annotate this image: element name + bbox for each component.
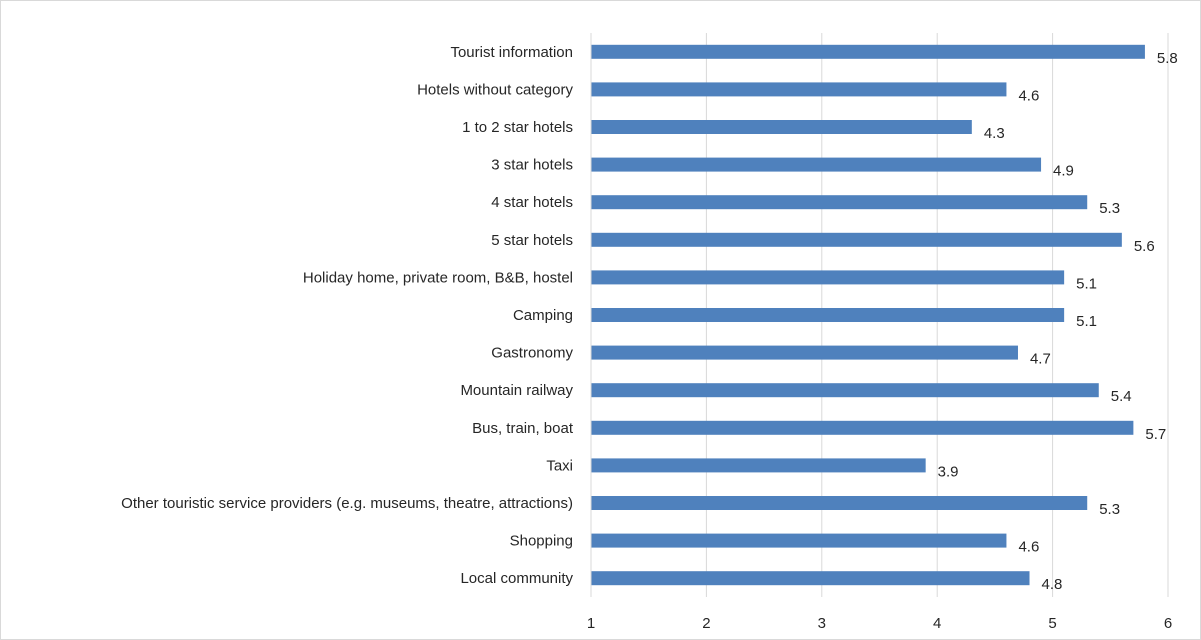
bar [591, 345, 1018, 360]
x-tick-label: 2 [702, 615, 710, 632]
data-label: 4.6 [1018, 87, 1039, 104]
data-label: 5.3 [1099, 200, 1120, 217]
data-label: 4.3 [984, 125, 1005, 142]
bar [591, 120, 972, 134]
data-label: 5.4 [1111, 388, 1132, 405]
category-label: Bus, train, boat [472, 420, 574, 437]
data-label: 4.9 [1053, 163, 1074, 180]
data-label: 5.1 [1076, 275, 1097, 292]
bar [591, 195, 1088, 210]
bar [591, 496, 1088, 510]
bar [591, 44, 1145, 59]
bar [591, 270, 1065, 285]
category-label: Shopping [510, 533, 573, 550]
data-label: 5.1 [1076, 313, 1097, 330]
data-label: 5.8 [1157, 50, 1178, 67]
data-label: 4.6 [1018, 539, 1039, 556]
data-label: 5.6 [1134, 238, 1155, 255]
category-label: Other touristic service providers (e.g. … [121, 495, 573, 512]
bar [591, 232, 1122, 247]
category-label: 4 star hotels [491, 194, 573, 211]
category-label: 5 star hotels [491, 232, 573, 249]
data-label: 5.3 [1099, 501, 1120, 518]
data-label: 5.7 [1145, 426, 1166, 443]
bar [591, 420, 1134, 435]
bar [591, 458, 926, 473]
x-tick-label: 3 [818, 615, 826, 632]
bar [591, 533, 1007, 548]
data-label: 4.7 [1030, 351, 1051, 368]
category-label: Taxi [546, 457, 573, 474]
data-label: 4.8 [1042, 576, 1063, 593]
category-label: 1 to 2 star hotels [462, 119, 573, 136]
bar [591, 308, 1065, 322]
bar [591, 157, 1042, 172]
bar [591, 571, 1030, 586]
category-label: Tourist information [450, 44, 573, 61]
x-tick-label: 5 [1048, 615, 1056, 632]
category-label: Mountain railway [460, 382, 573, 399]
x-tick-label: 6 [1164, 615, 1172, 632]
category-label: Camping [513, 307, 573, 324]
x-tick-label: 1 [587, 615, 595, 632]
bar [591, 82, 1007, 97]
category-label: Hotels without category [417, 81, 573, 98]
bar [591, 383, 1099, 398]
x-tick-label: 4 [933, 615, 941, 632]
category-label: 3 star hotels [491, 157, 573, 174]
category-label: Gastronomy [491, 345, 573, 362]
data-label: 3.9 [938, 463, 959, 480]
category-label: Local community [460, 570, 573, 587]
category-label: Holiday home, private room, B&B, hostel [303, 269, 573, 286]
